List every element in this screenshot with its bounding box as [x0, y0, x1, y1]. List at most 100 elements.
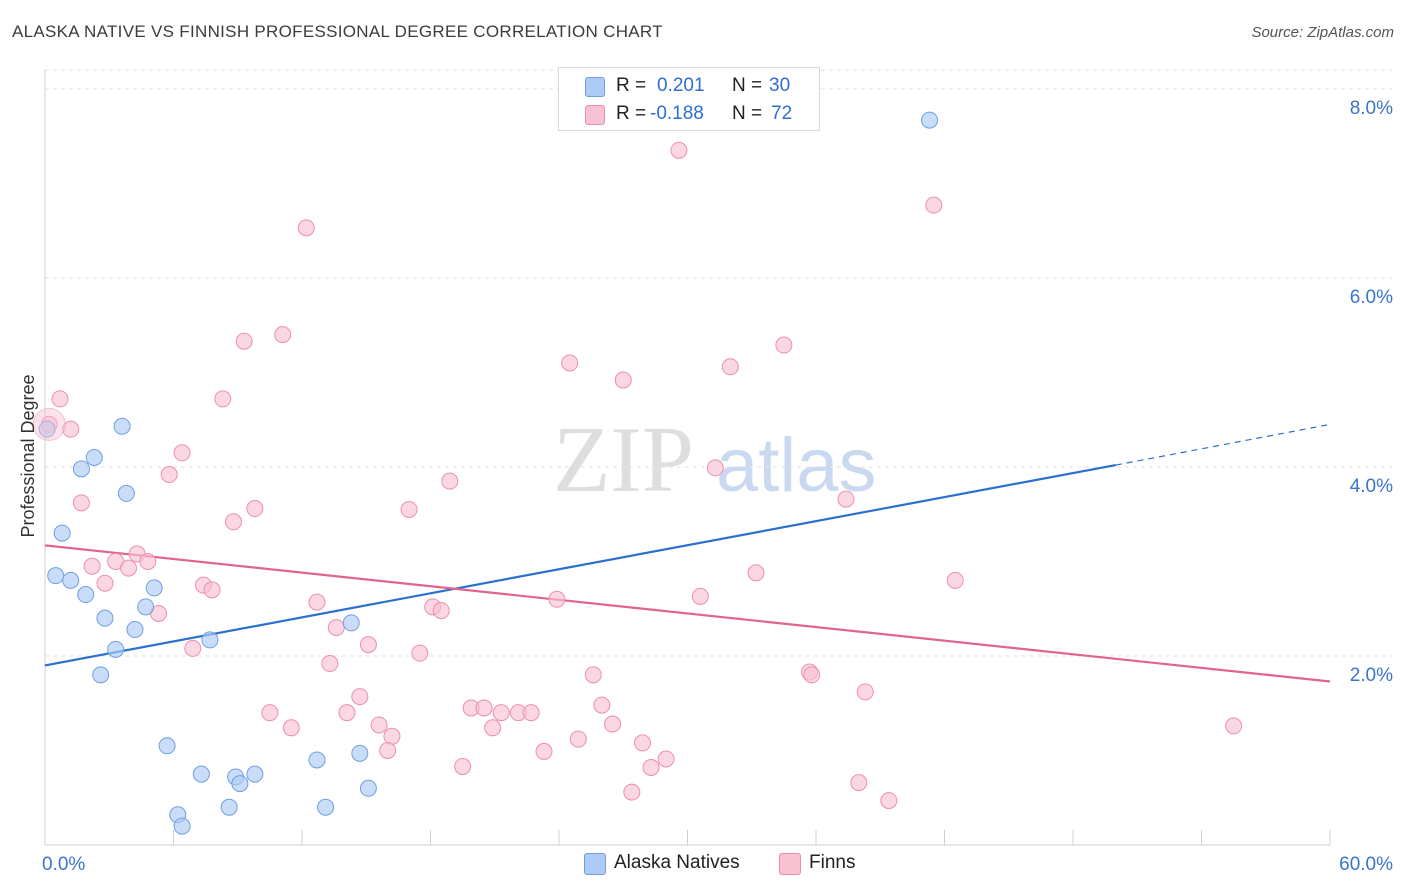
- y-tick-label: 6.0%: [1350, 287, 1393, 308]
- y-tick-label: 4.0%: [1350, 476, 1393, 497]
- data-point: [522, 704, 540, 722]
- data-point: [192, 765, 210, 783]
- data-point: [837, 490, 855, 508]
- data-point: [721, 358, 739, 376]
- data-point: [113, 417, 131, 435]
- data-point: [604, 715, 622, 733]
- y-axis-label: Professional Degree: [18, 374, 38, 537]
- data-point: [535, 742, 553, 760]
- data-point: [670, 141, 688, 159]
- data-point: [359, 779, 377, 797]
- data-point: [634, 734, 652, 752]
- legend-swatch-finns: [585, 105, 605, 125]
- data-point: [120, 559, 138, 577]
- data-point: [261, 704, 279, 722]
- data-point: [235, 332, 253, 350]
- bottom-legend-label: Alaska Natives: [614, 852, 740, 873]
- data-point: [107, 640, 125, 658]
- data-point: [880, 792, 898, 810]
- data-point: [327, 619, 345, 637]
- data-point: [691, 587, 709, 605]
- data-point: [158, 737, 176, 755]
- data-point: [184, 639, 202, 657]
- data-point: [946, 571, 964, 589]
- data-point: [454, 758, 472, 776]
- correlation-legend: R = 0.201 N = 30 R = -0.188 N = 72: [558, 67, 820, 131]
- data-point-large: [32, 407, 66, 441]
- trend-line-0: [44, 463, 1117, 667]
- data-point: [51, 390, 69, 408]
- data-point: [484, 719, 502, 737]
- data-point: [96, 574, 114, 592]
- legend-r-label: R =: [616, 75, 647, 96]
- data-point: [117, 484, 135, 502]
- data-point: [548, 590, 566, 608]
- data-point: [214, 390, 232, 408]
- data-point: [77, 586, 95, 604]
- data-point: [569, 730, 587, 748]
- data-point: [475, 699, 493, 717]
- data-point: [297, 219, 315, 237]
- data-point: [342, 614, 360, 632]
- data-point: [62, 420, 80, 438]
- y-tick-label: 8.0%: [1350, 98, 1393, 119]
- data-point: [441, 472, 459, 490]
- legend-n-label: N =: [732, 103, 763, 124]
- data-point: [137, 598, 155, 616]
- legend-n-value: 30: [769, 75, 791, 96]
- data-point: [246, 765, 264, 783]
- data-point: [160, 466, 178, 484]
- data-point: [308, 751, 326, 769]
- data-point: [126, 621, 144, 639]
- data-point: [201, 631, 219, 649]
- data-point: [321, 655, 339, 673]
- data-point: [856, 683, 874, 701]
- data-point: [139, 552, 157, 570]
- data-point: [432, 602, 450, 620]
- data-point: [96, 609, 114, 627]
- data-point: [803, 666, 821, 684]
- data-point: [203, 581, 221, 599]
- bottom-legend-label: Finns: [809, 852, 856, 873]
- bottom-legend-swatch-finns: [779, 853, 801, 875]
- data-point: [62, 571, 80, 589]
- data-point: [317, 798, 335, 816]
- data-point: [400, 500, 418, 518]
- data-point: [561, 354, 579, 372]
- data-point: [72, 494, 90, 512]
- data-point: [593, 696, 611, 714]
- data-point: [85, 449, 103, 466]
- data-point: [383, 727, 401, 745]
- data-point: [308, 593, 326, 611]
- data-point: [623, 783, 641, 801]
- watermark-zip: ZIP: [553, 408, 694, 512]
- legend-n-label: N =: [732, 75, 763, 96]
- legend-r-value: -0.188: [650, 103, 704, 124]
- data-point: [657, 750, 675, 768]
- data-point: [173, 817, 191, 835]
- data-point: [145, 579, 163, 597]
- y-tick-label: 2.0%: [1350, 665, 1393, 686]
- legend-r-label: R =: [616, 103, 647, 124]
- chart-source: Source: ZipAtlas.com: [1251, 24, 1394, 41]
- legend-swatch-alaska: [585, 77, 605, 97]
- chart-title: ALASKA NATIVE VS FINNISH PROFESSIONAL DE…: [12, 22, 663, 41]
- data-point: [492, 704, 510, 722]
- data-point: [246, 500, 264, 518]
- data-point: [359, 636, 377, 654]
- legend-n-value: 72: [771, 103, 793, 124]
- x-tick-label: 0.0%: [42, 854, 85, 875]
- data-point: [173, 444, 191, 462]
- data-point: [747, 564, 765, 582]
- data-point: [220, 798, 238, 816]
- data-point: [379, 741, 397, 759]
- data-point: [47, 567, 65, 585]
- data-point: [642, 759, 660, 776]
- data-point: [614, 371, 632, 389]
- data-point: [411, 644, 429, 662]
- data-point: [274, 326, 292, 344]
- data-point: [92, 666, 110, 684]
- trend-line-1: [44, 544, 1331, 683]
- x-tick-label: 60.0%: [1339, 854, 1393, 875]
